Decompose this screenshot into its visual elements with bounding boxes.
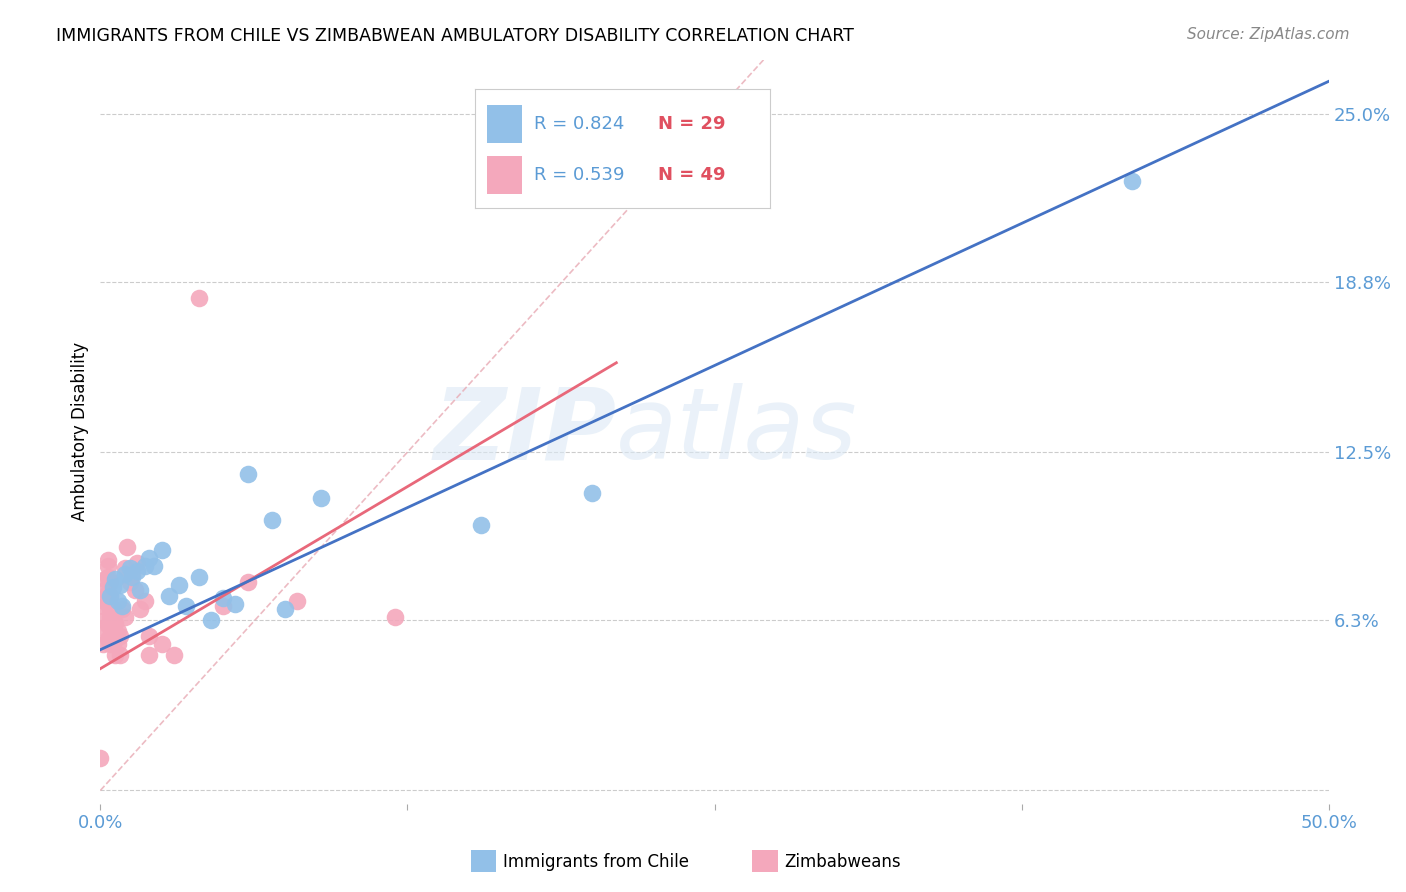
Point bbox=[212, 591, 235, 606]
Point bbox=[150, 542, 173, 557]
Point bbox=[470, 518, 492, 533]
Point bbox=[311, 491, 333, 505]
Text: ZIP: ZIP bbox=[433, 384, 616, 480]
Point bbox=[97, 558, 120, 573]
Point bbox=[107, 637, 129, 651]
Point bbox=[117, 540, 139, 554]
Point bbox=[98, 637, 121, 651]
Point bbox=[143, 558, 166, 573]
Point bbox=[101, 602, 124, 616]
Point bbox=[89, 751, 111, 765]
Point bbox=[91, 637, 114, 651]
Point bbox=[127, 564, 149, 578]
Point bbox=[104, 648, 127, 662]
Point bbox=[108, 578, 131, 592]
Point bbox=[114, 610, 136, 624]
Point bbox=[236, 467, 259, 481]
Point bbox=[187, 569, 209, 583]
Point bbox=[91, 599, 114, 614]
Point bbox=[108, 648, 131, 662]
Point bbox=[101, 621, 124, 635]
Point bbox=[104, 629, 127, 643]
Point bbox=[150, 637, 173, 651]
Point bbox=[128, 583, 150, 598]
Point bbox=[101, 637, 124, 651]
Text: atlas: atlas bbox=[616, 384, 858, 480]
Point bbox=[138, 629, 160, 643]
Point bbox=[91, 621, 114, 635]
Point bbox=[98, 589, 121, 603]
Point bbox=[121, 566, 143, 581]
Point bbox=[118, 574, 141, 589]
Point bbox=[163, 648, 186, 662]
Point bbox=[118, 561, 141, 575]
Point bbox=[97, 553, 120, 567]
Point bbox=[581, 485, 603, 500]
Point bbox=[108, 629, 131, 643]
Text: Zimbabweans: Zimbabweans bbox=[785, 853, 901, 871]
Text: IMMIGRANTS FROM CHILE VS ZIMBABWEAN AMBULATORY DISABILITY CORRELATION CHART: IMMIGRANTS FROM CHILE VS ZIMBABWEAN AMBU… bbox=[56, 27, 853, 45]
Point bbox=[97, 632, 120, 646]
Point bbox=[157, 589, 180, 603]
Point bbox=[262, 513, 284, 527]
Point bbox=[98, 574, 121, 589]
Y-axis label: Ambulatory Disability: Ambulatory Disability bbox=[72, 343, 89, 521]
Point bbox=[97, 586, 120, 600]
Point bbox=[134, 558, 156, 573]
Point bbox=[200, 613, 222, 627]
Point bbox=[98, 589, 121, 603]
Point bbox=[104, 615, 127, 630]
Point bbox=[98, 602, 121, 616]
Point bbox=[101, 581, 124, 595]
Point bbox=[111, 602, 134, 616]
Point bbox=[107, 624, 129, 638]
Point bbox=[114, 561, 136, 575]
Point bbox=[97, 618, 120, 632]
Point bbox=[236, 574, 259, 589]
Point bbox=[94, 594, 117, 608]
Point bbox=[176, 599, 198, 614]
Point bbox=[384, 610, 406, 624]
Point bbox=[124, 583, 146, 598]
Text: Immigrants from Chile: Immigrants from Chile bbox=[503, 853, 689, 871]
Point bbox=[1121, 174, 1143, 188]
Point bbox=[212, 599, 235, 614]
Point bbox=[98, 610, 121, 624]
Text: Source: ZipAtlas.com: Source: ZipAtlas.com bbox=[1187, 27, 1350, 42]
Point bbox=[285, 594, 308, 608]
Point bbox=[94, 583, 117, 598]
Point bbox=[111, 599, 134, 614]
Point bbox=[138, 648, 160, 662]
Point bbox=[273, 602, 295, 616]
Point bbox=[127, 556, 149, 570]
Point bbox=[121, 569, 143, 583]
Point bbox=[94, 572, 117, 586]
Point bbox=[224, 597, 246, 611]
Point bbox=[107, 594, 129, 608]
Point bbox=[97, 597, 120, 611]
Point bbox=[97, 569, 120, 583]
Point bbox=[128, 602, 150, 616]
Point bbox=[94, 613, 117, 627]
Point bbox=[187, 291, 209, 305]
Point bbox=[104, 572, 127, 586]
Point bbox=[138, 550, 160, 565]
Point bbox=[167, 578, 190, 592]
Point bbox=[134, 594, 156, 608]
Point bbox=[114, 566, 136, 581]
